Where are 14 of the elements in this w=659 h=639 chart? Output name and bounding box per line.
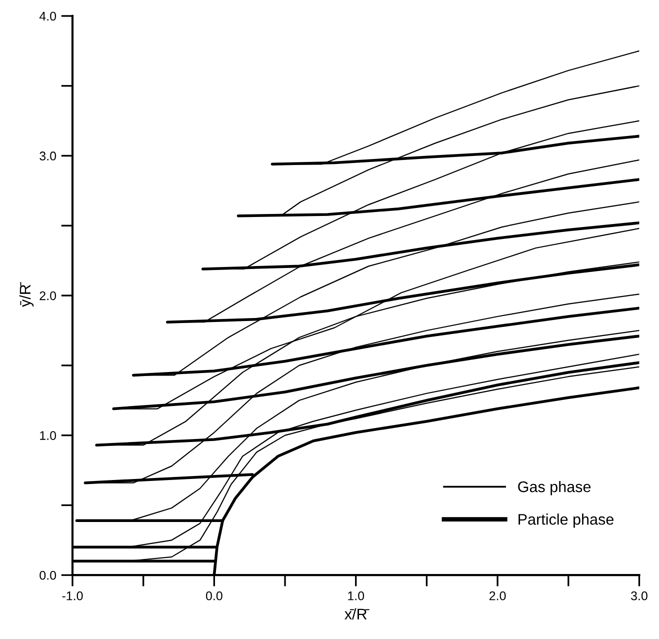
x-tick-label: 1.0 [348, 591, 364, 600]
y-tick-label: 4.0 [39, 12, 56, 21]
x-axis-title: x̄/R̄ [344, 608, 370, 620]
y-axis-title: ȳ/R̄ [19, 282, 34, 307]
y-tick-label: 1.0 [40, 431, 56, 440]
y-tick-label: 2.0 [40, 291, 56, 300]
x-tick-label: 0.0 [206, 591, 222, 600]
y-tick-label: 0.0 [40, 570, 56, 580]
x-tick-label: 3.0 [631, 591, 648, 600]
x-tick-label: -1.0 [62, 591, 83, 600]
legend-label: Particle phase [518, 514, 614, 528]
x-tick-label: 2.0 [489, 591, 506, 600]
legend-label: Gas phase [518, 480, 591, 496]
y-tick-label: 3.0 [40, 152, 56, 160]
